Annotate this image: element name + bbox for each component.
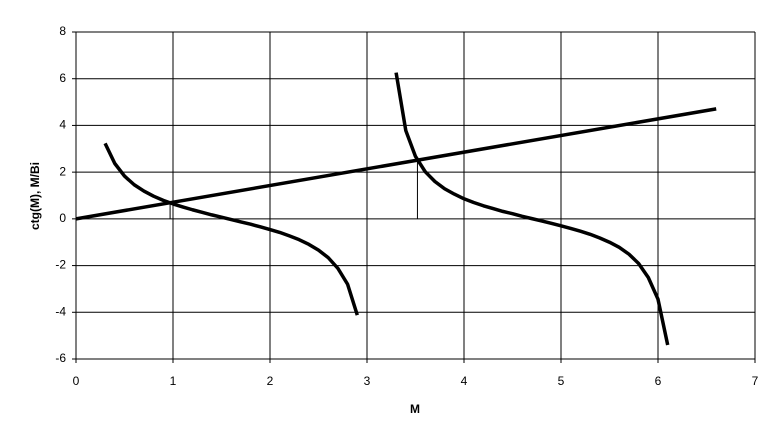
y-tick-label: 6 bbox=[59, 71, 66, 85]
x-tick-label: 2 bbox=[267, 374, 274, 388]
series-line bbox=[75, 107, 717, 221]
x-tick-label: 7 bbox=[752, 374, 759, 388]
x-tick-label: 4 bbox=[461, 374, 468, 388]
x-tick-label: 1 bbox=[170, 374, 177, 388]
series-line bbox=[103, 142, 359, 316]
x-tick-label: 5 bbox=[558, 374, 565, 388]
series-line bbox=[394, 72, 670, 346]
y-tick-label: 2 bbox=[59, 164, 66, 178]
x-tick-label: 3 bbox=[364, 374, 371, 388]
x-tick-label: 0 bbox=[73, 374, 80, 388]
y-tick-label: -6 bbox=[55, 351, 66, 365]
y-tick-label: 0 bbox=[59, 211, 66, 225]
x-tick-label: 6 bbox=[655, 374, 662, 388]
x-axis-label: M bbox=[410, 402, 420, 416]
y-tick-label: 4 bbox=[59, 118, 66, 132]
y-tick-label: 8 bbox=[59, 24, 66, 38]
y-axis-label: ctg(M), M/Bi bbox=[28, 162, 42, 230]
y-tick-label: -2 bbox=[55, 258, 66, 272]
y-tick-label: -4 bbox=[55, 304, 66, 318]
